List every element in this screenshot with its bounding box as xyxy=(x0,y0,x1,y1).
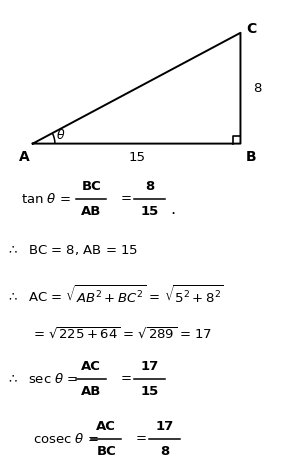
Text: BC: BC xyxy=(81,180,101,193)
Text: 8: 8 xyxy=(160,445,169,458)
Text: 8: 8 xyxy=(253,82,261,95)
Text: AC: AC xyxy=(96,420,116,433)
Text: =: = xyxy=(136,432,147,446)
Text: .: . xyxy=(170,202,176,217)
Text: =: = xyxy=(121,192,132,205)
Text: AC: AC xyxy=(81,360,101,373)
Text: $\therefore$  BC = 8, AB = 15: $\therefore$ BC = 8, AB = 15 xyxy=(6,243,138,257)
Text: 17: 17 xyxy=(155,420,174,433)
Text: θ: θ xyxy=(57,129,64,143)
Text: = $\sqrt{225+64}$ = $\sqrt{289}$ = 17: = $\sqrt{225+64}$ = $\sqrt{289}$ = 17 xyxy=(33,326,212,341)
Text: $\therefore$  sec $\theta$ =: $\therefore$ sec $\theta$ = xyxy=(6,372,79,386)
Text: B: B xyxy=(246,151,257,165)
Text: AB: AB xyxy=(81,205,101,218)
Text: 15: 15 xyxy=(128,151,145,164)
Text: $\therefore$  AC = $\sqrt{AB^2+BC^2}$ = $\sqrt{5^2+8^2}$: $\therefore$ AC = $\sqrt{AB^2+BC^2}$ = $… xyxy=(6,284,224,305)
Text: 17: 17 xyxy=(140,360,159,373)
Text: BC: BC xyxy=(96,445,116,458)
Text: AB: AB xyxy=(81,385,101,398)
Text: 15: 15 xyxy=(140,205,159,218)
Text: A: A xyxy=(19,151,30,165)
Text: 15: 15 xyxy=(140,385,159,398)
Text: tan $\theta$ =: tan $\theta$ = xyxy=(21,192,71,206)
Text: =: = xyxy=(121,372,132,386)
Text: cosec $\theta$ =: cosec $\theta$ = xyxy=(33,432,99,446)
Text: C: C xyxy=(246,22,257,36)
Text: 8: 8 xyxy=(145,180,154,193)
